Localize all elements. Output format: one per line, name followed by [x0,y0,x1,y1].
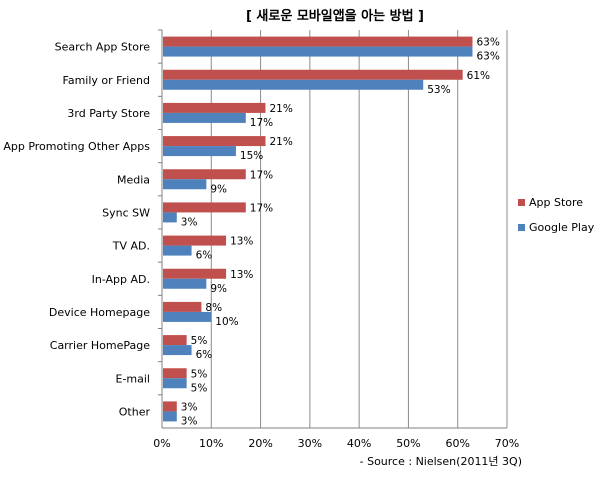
data-label: 63% [477,37,500,49]
x-tick-label: 20% [248,437,272,450]
category-label: In-App AD. [92,273,150,286]
source-note: - Source : Nielsen(2011년 3Q) [360,455,522,468]
data-label: 9% [210,183,227,195]
data-label: 15% [240,150,263,162]
data-label: 5% [191,335,208,347]
data-label: 3% [181,401,198,413]
data-label: 9% [210,283,227,295]
category-label: Family or Friend [63,74,150,87]
legend-swatch-app-store [518,199,525,206]
bar-google-play [163,112,246,123]
bar-app-store [163,102,266,113]
bar-app-store [163,169,246,180]
data-label: 17% [250,202,273,214]
gridlines [158,29,508,429]
bar-google-play [163,146,236,157]
data-label: 13% [230,236,253,248]
data-label: 3% [181,216,198,228]
bars [163,36,473,422]
bar-app-store [163,401,177,412]
category-label: Search App Store [55,41,151,54]
bar-app-store [163,301,202,312]
x-tick-label: 40% [347,437,371,450]
x-tick-label: 60% [445,437,469,450]
category-label: TV AD. [112,240,150,253]
bar-app-store [163,36,473,47]
data-labels: 63% 63% 61% 53% 21% 17% 21% 15% 17% 9% 17% 3% 13% 6% 1… [181,37,500,428]
x-tick-labels: 0% 10% 20% 30% 40% 50% 60% 70% [153,437,519,450]
bar-google-play [163,411,177,422]
bar-app-store [163,235,227,246]
bar-google-play [163,212,177,223]
legend-label: App Store [529,196,583,209]
x-tick-label: 10% [199,437,223,450]
legend-label: Google Play [529,221,595,234]
x-tick-label: 30% [298,437,322,450]
category-label: Other [119,405,151,418]
bar-google-play [163,378,187,389]
x-tick-label: 50% [396,437,420,450]
data-label: 61% [467,70,490,82]
category-label: 3rd Party Store [67,107,150,120]
chart-title: [ 새로운 모바일앱을 아는 방법 ] [246,8,424,24]
legend-swatch-google-play [518,224,525,231]
data-label: 10% [215,316,238,328]
data-label: 63% [477,51,500,63]
data-label: 5% [191,368,208,380]
category-label: Sync SW [102,206,150,219]
bar-app-store [163,368,187,379]
bar-google-play [163,245,192,256]
bar-app-store [163,202,246,213]
data-label: 5% [191,382,208,394]
bar-app-store [163,136,266,147]
category-label: Media [117,173,150,186]
category-label: Carrier HomePage [50,339,150,352]
data-label: 13% [230,269,253,281]
x-tick-label: 0% [153,437,170,450]
bar-google-play [163,311,212,322]
data-label: 21% [270,136,293,148]
data-label: 8% [205,302,222,314]
category-label: Device Homepage [49,306,150,319]
bar-app-store [163,335,187,346]
bar-google-play [163,46,473,57]
data-label: 3% [181,415,198,427]
bar-google-play [163,79,424,90]
bar-app-store [163,69,463,80]
category-label: App Promoting Other Apps [3,140,150,153]
bar-google-play [163,345,192,356]
category-label: E-mail [116,372,151,385]
category-labels: Search App Store Family or Friend 3rd Part… [3,41,150,419]
data-label: 17% [250,169,273,181]
bar-google-play [163,278,207,289]
data-label: 17% [250,117,273,129]
bar-google-play [163,179,207,190]
legend: App Store Google Play [518,196,595,234]
data-label: 6% [196,250,213,262]
data-label: 6% [196,349,213,361]
data-label: 53% [427,84,450,96]
bar-app-store [163,268,227,279]
data-label: 21% [270,103,293,115]
x-tick-label: 70% [495,437,519,450]
